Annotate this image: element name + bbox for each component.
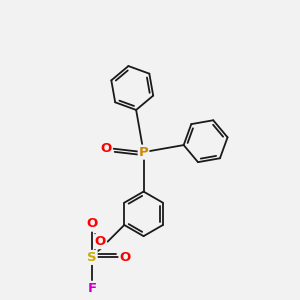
Text: F: F bbox=[87, 282, 96, 295]
Text: P: P bbox=[139, 146, 148, 159]
Text: O: O bbox=[94, 235, 106, 248]
Text: O: O bbox=[100, 142, 112, 155]
Text: O: O bbox=[120, 251, 131, 264]
Text: S: S bbox=[87, 251, 97, 264]
Text: O: O bbox=[86, 218, 98, 230]
